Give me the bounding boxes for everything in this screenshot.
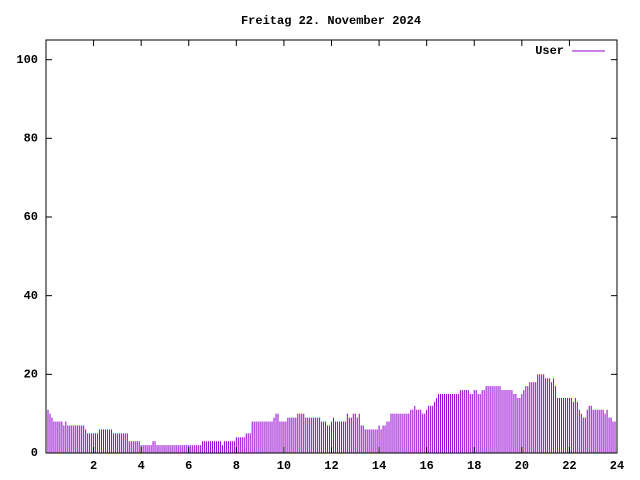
x-tick-label: 4 [138,459,145,473]
x-tick-label: 6 [185,459,192,473]
x-tick-label: 24 [610,459,624,473]
x-tick-label: 16 [419,459,433,473]
x-tick-label: 10 [277,459,291,473]
chart-title: Freitag 22. November 2024 [241,14,421,28]
legend-label: User [535,44,564,58]
y-tick-label: 80 [24,132,38,146]
x-tick-label: 22 [562,459,576,473]
plot-area [45,374,618,453]
x-tick-label: 12 [324,459,338,473]
y-tick-label: 40 [24,289,38,303]
y-tick-label: 20 [24,368,38,382]
y-tick-label: 60 [24,210,38,224]
x-tick-label: 8 [233,459,240,473]
y-tick-label: 100 [16,53,38,67]
x-tick-label: 18 [467,459,481,473]
x-tick-label: 2 [90,459,97,473]
x-tick-label: 20 [515,459,529,473]
x-tick-label: 14 [372,459,386,473]
y-tick-label: 0 [31,446,38,460]
